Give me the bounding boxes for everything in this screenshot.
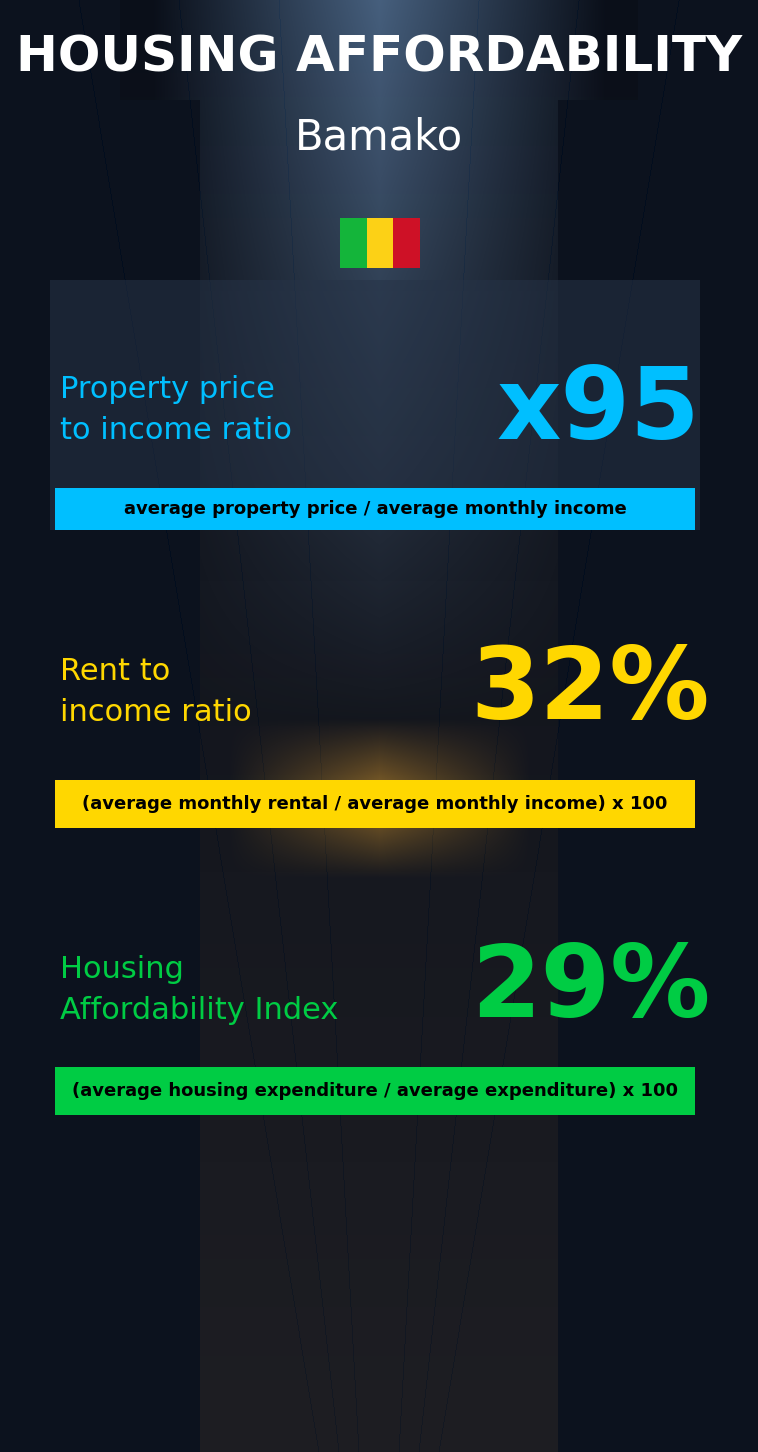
Text: (average monthly rental / average monthly income) x 100: (average monthly rental / average monthl… xyxy=(83,796,668,813)
Text: Bamako: Bamako xyxy=(295,116,463,158)
Text: Property price
to income ratio: Property price to income ratio xyxy=(60,375,292,444)
Text: Housing
Affordability Index: Housing Affordability Index xyxy=(60,955,338,1025)
Text: x95: x95 xyxy=(496,363,700,460)
Bar xyxy=(340,218,367,269)
Bar xyxy=(367,218,393,269)
Bar xyxy=(55,488,695,530)
Bar xyxy=(55,1067,695,1115)
Text: Rent to
income ratio: Rent to income ratio xyxy=(60,658,252,727)
Text: average property price / average monthly income: average property price / average monthly… xyxy=(124,499,626,518)
Text: (average housing expenditure / average expenditure) x 100: (average housing expenditure / average e… xyxy=(72,1082,678,1101)
Bar xyxy=(55,780,695,828)
Text: 32%: 32% xyxy=(471,643,710,741)
Text: HOUSING AFFORDABILITY: HOUSING AFFORDABILITY xyxy=(16,33,742,81)
Bar xyxy=(50,280,700,530)
Text: 29%: 29% xyxy=(471,941,710,1038)
Bar xyxy=(393,218,420,269)
